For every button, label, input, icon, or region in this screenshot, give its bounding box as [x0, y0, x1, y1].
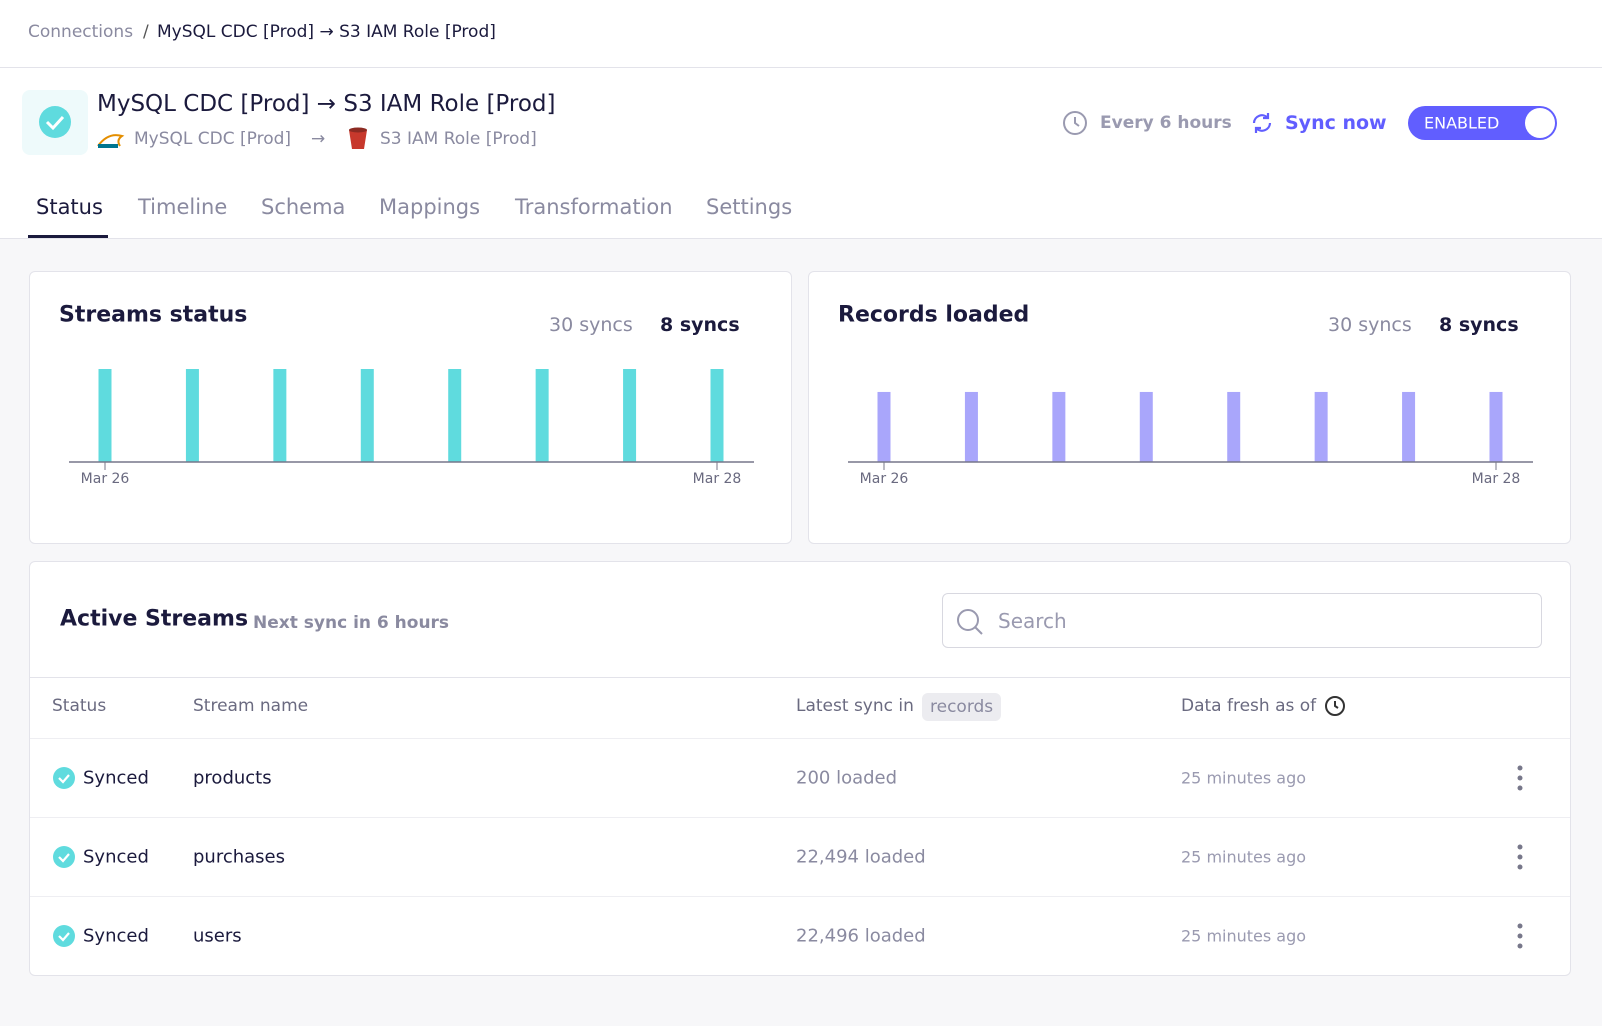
- bar: [710, 369, 724, 462]
- chart-card: Records loaded 30 syncs 8 syncs Mar 26 Mar 2…: [808, 271, 1571, 544]
- mysql-icon: [97, 134, 125, 148]
- toggle-knob: [1525, 108, 1555, 138]
- range-option[interactable]: 30 syncs: [549, 314, 633, 336]
- chart-title: Streams status: [59, 302, 248, 328]
- clock-icon: [1063, 111, 1087, 135]
- check-icon: [39, 106, 71, 138]
- synced-icon: [53, 846, 75, 868]
- x-tick-label: Mar 26: [860, 471, 909, 487]
- column-header: Status: [52, 696, 107, 716]
- bar: [964, 391, 978, 462]
- bar: [1227, 391, 1241, 462]
- tab[interactable]: Settings: [706, 195, 793, 219]
- streams-title: Active Streams: [60, 606, 249, 632]
- bar: [185, 369, 199, 462]
- row-divider: [30, 738, 1570, 739]
- fresh-as-of: 25 minutes ago: [1181, 926, 1307, 946]
- tab[interactable]: Schema: [261, 195, 346, 219]
- breadcrumb-sep: /: [143, 22, 149, 42]
- bar: [877, 391, 891, 462]
- x-tick-label: Mar 28: [1472, 471, 1521, 487]
- chart-card: Streams status 30 syncs 8 syncs Mar 26 Mar 2…: [29, 271, 792, 544]
- range-option[interactable]: 8 syncs: [660, 314, 740, 336]
- latest-sync: 200 loaded: [796, 767, 898, 789]
- clock-icon: [1325, 696, 1345, 716]
- status-icon: [22, 90, 88, 155]
- bar: [1139, 391, 1153, 462]
- tab-underline: [28, 235, 108, 238]
- destination-name: S3 IAM Role [Prod]: [380, 129, 537, 149]
- source-name: MySQL CDC [Prod]: [134, 129, 292, 149]
- s3-icon: [349, 127, 367, 149]
- bar: [1314, 391, 1328, 462]
- search-box[interactable]: Search: [942, 593, 1542, 648]
- divider: [0, 67, 1602, 68]
- top-bar: [0, 0, 1602, 239]
- enabled-toggle[interactable]: ENABLED: [1408, 106, 1557, 140]
- status: Synced: [83, 767, 149, 789]
- bar: [535, 369, 549, 462]
- sync-now-button[interactable]: Sync now: [1285, 112, 1387, 134]
- bar: [1402, 391, 1416, 462]
- column-header: Data fresh as of: [1181, 696, 1317, 716]
- bar: [273, 369, 287, 462]
- row-menu[interactable]: [1516, 923, 1524, 949]
- bar: [623, 369, 637, 462]
- tab[interactable]: Transformation: [515, 195, 673, 219]
- sync-icon: [1252, 113, 1272, 133]
- arrow: →: [311, 129, 326, 149]
- range-option[interactable]: 8 syncs: [1439, 314, 1519, 336]
- latest-sync: 22,496 loaded: [796, 925, 926, 947]
- bar: [1489, 391, 1503, 462]
- row-menu[interactable]: [1516, 765, 1524, 791]
- search-placeholder: Search: [998, 609, 1067, 633]
- status: Synced: [83, 846, 149, 868]
- column-badge[interactable]: records: [922, 693, 1002, 721]
- column-header: Stream name: [193, 696, 309, 716]
- chart: Mar 26 Mar 28: [69, 369, 754, 487]
- x-tick-label: Mar 26: [81, 471, 130, 487]
- stream-name[interactable]: products: [193, 767, 272, 789]
- status: Synced: [83, 925, 149, 947]
- latest-sync: 22,494 loaded: [796, 846, 926, 868]
- breadcrumb-current: MySQL CDC [Prod] → S3 IAM Role [Prod]: [157, 22, 496, 42]
- row-menu[interactable]: [1516, 844, 1524, 870]
- fresh-as-of: 25 minutes ago: [1181, 847, 1307, 867]
- synced-icon: [53, 925, 75, 947]
- row-divider: [30, 817, 1570, 818]
- synced-icon: [53, 767, 75, 789]
- range-option[interactable]: 30 syncs: [1328, 314, 1412, 336]
- bar: [360, 369, 374, 462]
- search-icon: [957, 609, 983, 635]
- stream-name[interactable]: users: [193, 925, 242, 947]
- x-tick-label: Mar 28: [693, 471, 742, 487]
- tab[interactable]: Status: [36, 195, 103, 219]
- bar: [98, 369, 112, 462]
- divider: [30, 677, 1570, 678]
- tab[interactable]: Mappings: [379, 195, 481, 219]
- breadcrumb-root[interactable]: Connections: [28, 22, 134, 42]
- streams-card: Active Streams Next sync in 6 hours Sear…: [29, 561, 1571, 976]
- column-header: Latest sync in: [796, 696, 914, 716]
- stream-name[interactable]: purchases: [193, 846, 286, 868]
- schedule[interactable]: Every 6 hours: [1100, 113, 1232, 133]
- row-divider: [30, 896, 1570, 897]
- tab[interactable]: Timeline: [138, 195, 228, 219]
- toggle-label: ENABLED: [1424, 113, 1500, 133]
- chart-title: Records loaded: [838, 302, 1030, 328]
- chart: Mar 26 Mar 28: [848, 391, 1533, 487]
- title: MySQL CDC [Prod] → S3 IAM Role [Prod]: [97, 91, 556, 117]
- bar: [1052, 391, 1066, 462]
- fresh-as-of: 25 minutes ago: [1181, 768, 1307, 788]
- bar: [448, 369, 462, 462]
- streams-subtitle: Next sync in 6 hours: [253, 613, 450, 633]
